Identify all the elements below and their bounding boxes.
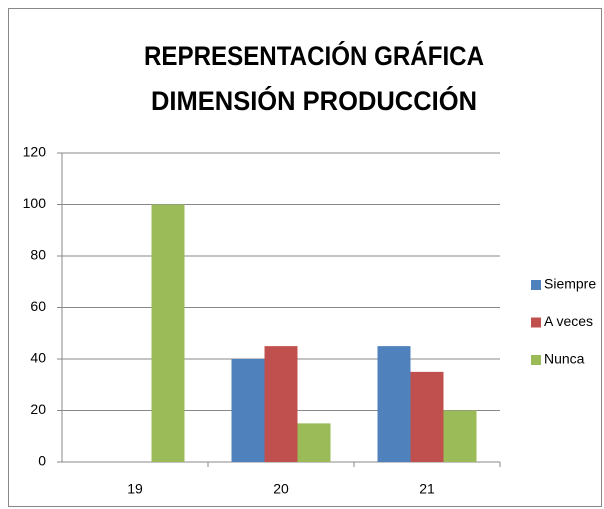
y-tick-label: 20 (30, 401, 46, 417)
legend-label: A veces (544, 313, 593, 329)
legend-swatch (531, 280, 541, 290)
bar (410, 371, 444, 462)
y-tick-label: 0 (38, 453, 46, 469)
legend-label: Siempre (544, 276, 596, 292)
bar (377, 346, 411, 462)
legend-label: Nunca (544, 351, 585, 367)
legend-swatch (531, 355, 541, 365)
y-tick-label: 40 (30, 350, 46, 366)
y-tick-label: 60 (30, 298, 46, 314)
bar (264, 346, 298, 462)
bar (443, 410, 477, 462)
y-tick-label: 100 (23, 195, 47, 211)
bar (297, 423, 331, 462)
bar (231, 359, 265, 462)
bar (151, 204, 185, 462)
x-tick-label: 19 (127, 481, 143, 497)
y-tick-label: 80 (30, 247, 46, 263)
x-tick-label: 21 (419, 481, 435, 497)
x-tick-label: 20 (273, 481, 289, 497)
y-tick-label: 120 (23, 144, 47, 160)
chart-title: REPRESENTACIÓN GRÁFICA (144, 40, 484, 71)
chart-title: DIMENSIÓN PRODUCCIÓN (151, 85, 477, 116)
legend-swatch (531, 317, 541, 328)
